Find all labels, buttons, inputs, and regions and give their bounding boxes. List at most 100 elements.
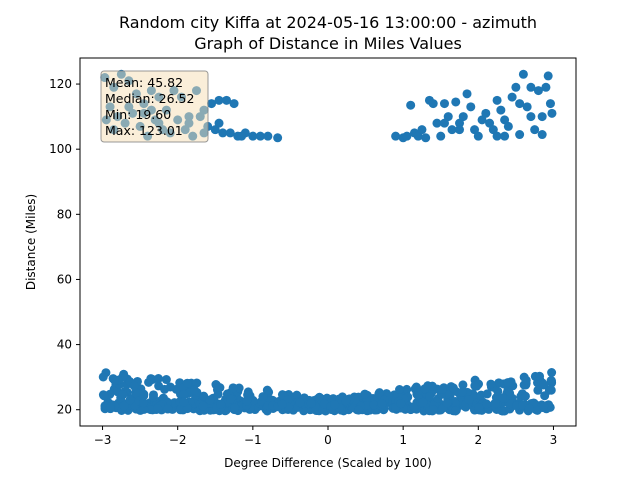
scatter-point: [179, 397, 189, 407]
scatter-point: [409, 402, 419, 412]
scatter-point: [153, 404, 163, 414]
scatter-point: [277, 399, 287, 409]
scatter-point: [165, 382, 175, 392]
scatter-point: [330, 400, 340, 410]
scatter-point: [210, 125, 220, 135]
scatter-point: [119, 401, 129, 411]
scatter-point: [105, 403, 115, 413]
scatter-point: [450, 406, 460, 416]
scatter-point: [466, 102, 476, 112]
x-tick-label: 1: [399, 433, 407, 447]
x-axis: −3 −2 −1 0 1 2 3: [94, 426, 558, 447]
scatter-point: [521, 375, 531, 385]
scatter-point: [543, 71, 553, 81]
scatter-point: [406, 100, 416, 110]
y-tick-label: 80: [57, 207, 72, 221]
scatter-point: [464, 395, 474, 405]
scatter-point: [218, 128, 228, 138]
scatter-point: [214, 95, 224, 105]
scatter-point: [481, 399, 491, 409]
scatter-point: [507, 92, 517, 102]
scatter-point: [450, 398, 460, 408]
scatter-point: [248, 131, 258, 141]
scatter-point: [179, 390, 189, 400]
scatter-point: [526, 82, 536, 92]
scatter-point: [295, 398, 305, 408]
scatter-point: [537, 130, 547, 140]
scatter-point: [455, 118, 465, 128]
stats-min: Min: 19.60: [105, 107, 171, 122]
scatter-point: [503, 121, 513, 131]
scatter-point: [494, 378, 504, 388]
stats-max: Max: 123.01: [105, 123, 183, 138]
scatter-point: [391, 131, 401, 141]
scatter-point: [299, 406, 309, 416]
scatter-point: [226, 394, 236, 404]
x-tick-label: 3: [550, 433, 558, 447]
scatter-point: [511, 82, 521, 92]
y-tick-label: 120: [49, 77, 72, 91]
scatter-point: [427, 381, 437, 391]
scatter-point: [537, 112, 547, 122]
scatter-point: [230, 403, 240, 413]
scatter-point: [175, 405, 185, 415]
y-tick-label: 100: [49, 142, 72, 156]
scatter-point: [546, 376, 556, 386]
scatter-point: [228, 383, 238, 393]
scatter-point: [458, 380, 468, 390]
scatter-point: [292, 390, 302, 400]
scatter-point: [481, 108, 491, 118]
x-tick-label: −1: [244, 433, 262, 447]
scatter-point: [354, 405, 364, 415]
scatter-point: [306, 398, 316, 408]
stats-mean: Mean: 45.82: [105, 75, 183, 90]
scatter-point: [462, 89, 472, 99]
scatter-point: [533, 385, 543, 395]
scatter-point: [492, 95, 502, 105]
x-tick-label: −2: [169, 433, 187, 447]
scatter-point: [148, 390, 158, 400]
scatter-point: [442, 398, 452, 408]
scatter-point: [118, 390, 128, 400]
x-tick-label: 2: [474, 433, 482, 447]
scatter-point: [109, 375, 119, 385]
scatter-point: [488, 125, 498, 135]
scatter-point: [411, 382, 421, 392]
y-tick-label: 20: [57, 403, 72, 417]
scatter-point: [492, 131, 502, 141]
y-axis: 20 40 60 80 100 120: [49, 77, 80, 417]
scatter-point: [214, 118, 224, 128]
scatter-point: [189, 385, 199, 395]
scatter-point: [418, 397, 428, 407]
chart-title-line-2: Graph of Distance in Miles Values: [194, 34, 462, 53]
y-axis-label: Distance (Miles): [24, 194, 38, 290]
scatter-point: [547, 108, 557, 118]
scatter-point: [531, 405, 541, 415]
scatter-point: [216, 399, 226, 409]
scatter-point: [125, 395, 135, 405]
scatter-point: [457, 387, 467, 397]
scatter-point: [517, 400, 527, 410]
x-axis-label: Degree Difference (Scaled by 100): [224, 456, 432, 470]
scatter-point: [439, 99, 449, 109]
scatter-point: [473, 131, 483, 141]
chart-title-line-1: Random city Kiffa at 2024-05-16 13:00:00…: [119, 13, 537, 32]
scatter-point: [242, 396, 252, 406]
scatter-point: [413, 131, 423, 141]
scatter-point: [374, 388, 384, 398]
scatter-point: [539, 380, 549, 390]
scatter-point: [237, 131, 247, 141]
scatter-point: [497, 393, 507, 403]
scatter-point: [182, 378, 192, 388]
stats-median: Median: 26.52: [105, 91, 194, 106]
scatter-point: [432, 118, 442, 128]
scatter-point: [547, 368, 557, 378]
scatter-point: [139, 391, 149, 401]
scatter-point: [436, 131, 446, 141]
scatter-point: [215, 383, 225, 393]
scatter-point: [417, 125, 427, 135]
scatter-point: [455, 125, 465, 135]
scatter-point: [443, 112, 453, 122]
scatter-point: [341, 396, 351, 406]
